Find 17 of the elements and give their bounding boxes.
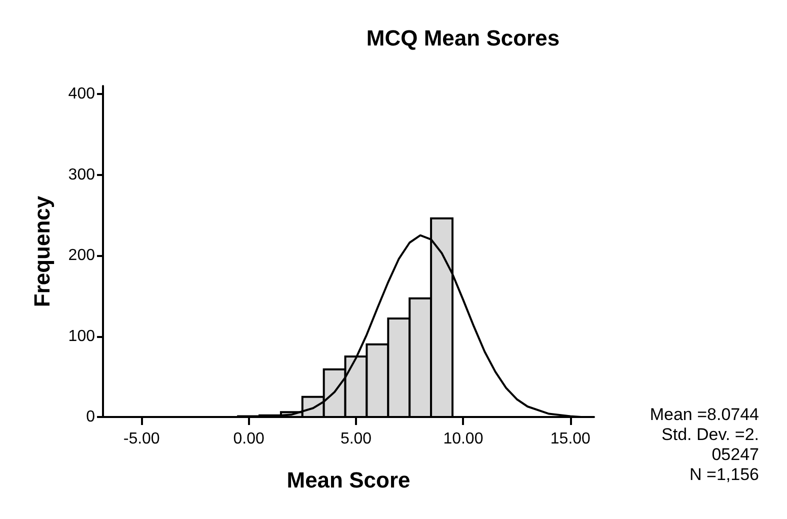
x-tick-label: 0.00 — [233, 430, 264, 448]
y-tick-label: 200 — [68, 247, 96, 264]
x-axis-title: Mean Score — [286, 468, 410, 492]
text: 05247 — [712, 445, 760, 464]
text: Mean =8.0744 — [650, 405, 759, 424]
x-tick-label: 10.00 — [443, 430, 484, 448]
y-tick-label: 400 — [68, 86, 96, 103]
x-tick-label: 15.00 — [550, 430, 591, 448]
x-tick-label: -5.00 — [123, 430, 160, 448]
y-tick-label: 300 — [68, 166, 96, 184]
text: Std. Dev. =2. — [662, 425, 759, 444]
chart-title: MCQ Mean Scores — [366, 26, 560, 50]
y-tick-label: 100 — [68, 328, 96, 345]
x-tick-label: 5.00 — [340, 430, 372, 448]
y-axis-title: Frequency — [30, 195, 54, 308]
text: N =1,156 — [690, 465, 760, 484]
y-tick-label: 0 — [86, 408, 96, 426]
